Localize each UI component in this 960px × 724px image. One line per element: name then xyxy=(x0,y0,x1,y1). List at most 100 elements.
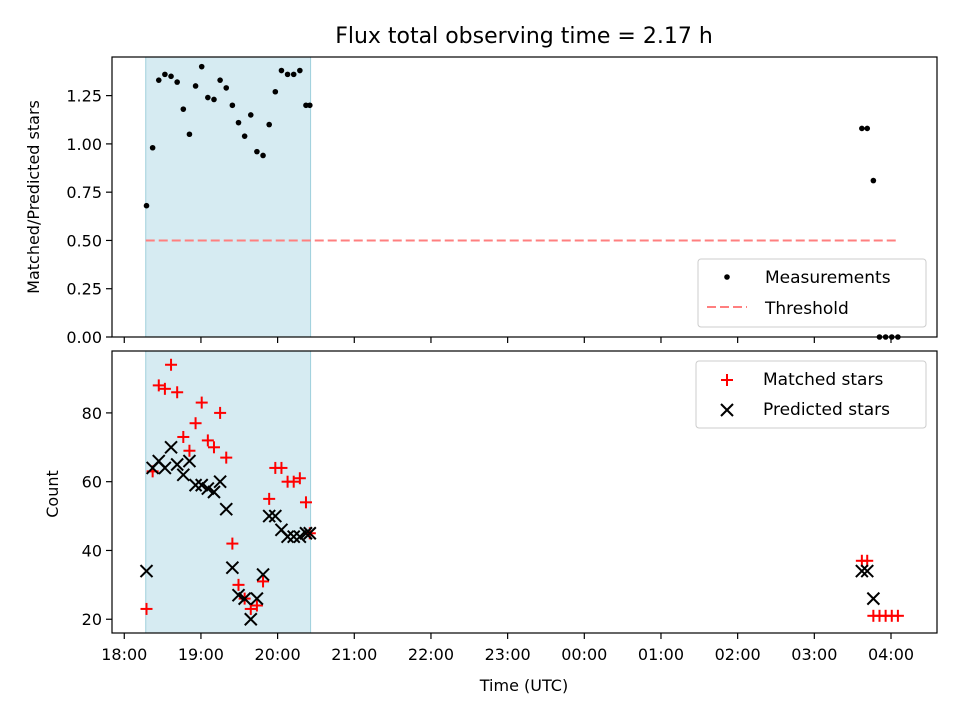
measurement-point xyxy=(143,202,150,209)
measurement-point xyxy=(297,67,303,74)
predicted-star-point xyxy=(237,591,252,606)
matched-star-point xyxy=(293,472,306,485)
top-panel: 0.00 0.25 0.50 0.75 1.00 1.25 Matched/Predict… xyxy=(24,56,938,347)
top-y-tick-label: 0.50 xyxy=(66,231,102,250)
top-legend: Measurements Threshold xyxy=(697,258,927,328)
x-tick-label: 19:00 xyxy=(178,645,224,664)
matched-star-point xyxy=(158,382,171,395)
predicted-star-point xyxy=(182,454,197,468)
matched-star-point xyxy=(257,575,270,588)
predicted-star-point xyxy=(299,526,313,540)
predicted-star-point xyxy=(139,564,154,578)
predicted-star-point xyxy=(231,588,246,602)
measurement-point xyxy=(155,77,162,83)
matched-star-point xyxy=(263,492,276,505)
top-x-ticks xyxy=(123,337,892,343)
x-axis-label: Time (UTC) xyxy=(479,676,568,695)
measurement-point xyxy=(864,125,871,132)
matched-star-point xyxy=(275,461,288,474)
measurement-point xyxy=(278,67,285,74)
measurement-point xyxy=(180,106,187,112)
measurement-point xyxy=(241,133,248,139)
matched-star-point xyxy=(244,602,257,615)
measurement-point xyxy=(859,125,865,132)
bottom-y-tick-label: 20 xyxy=(82,610,102,629)
measurement-point xyxy=(247,112,254,118)
predicted-star-point xyxy=(244,612,258,626)
measurement-point xyxy=(260,152,266,159)
predicted-star-point xyxy=(213,474,227,489)
predicted-star-point xyxy=(293,530,307,544)
predicted-star-point xyxy=(219,502,233,516)
measurement-point xyxy=(211,96,217,103)
chart-title: Flux total observing time = 2.17 h xyxy=(335,24,713,49)
predicted-star-point xyxy=(287,530,301,544)
bottom-legend-box xyxy=(695,360,927,429)
matched-stars-points xyxy=(140,358,904,622)
predicted-star-point xyxy=(256,567,270,582)
measurement-point xyxy=(229,102,236,109)
matched-star-point xyxy=(299,496,312,509)
bottom-panel: 20 40 60 80 18:00 19:00 20:00 21:00 22:00 23:00 0… xyxy=(43,350,938,695)
predicted-star-point xyxy=(188,478,203,492)
top-y-tick-label: 1.00 xyxy=(66,135,102,154)
top-y-tick-label: 0.25 xyxy=(66,280,102,299)
measurement-point xyxy=(186,131,193,138)
top-y-tick-label: 1.25 xyxy=(66,87,102,106)
top-y-ticks: 0.00 0.25 0.50 0.75 1.00 1.25 xyxy=(66,87,112,347)
matched-star-point xyxy=(195,396,208,409)
matched-star-point xyxy=(189,417,202,430)
measurement-point xyxy=(168,73,174,80)
measurement-point xyxy=(284,71,291,78)
top-y-axis-label: Matched/Predicted stars xyxy=(24,100,43,294)
measurement-point xyxy=(192,83,199,89)
bottom-legend: Matched stars Predicted stars xyxy=(695,360,927,429)
bottom-y-tick-label: 40 xyxy=(82,541,102,560)
measurement-point xyxy=(223,85,230,91)
matched-star-point xyxy=(891,609,904,622)
bottom-axes-frame xyxy=(111,350,938,634)
predicted-star-point xyxy=(195,478,209,492)
measurement-point xyxy=(162,71,168,78)
top-shaded-interval xyxy=(145,56,312,338)
top-y-tick-label: 0.00 xyxy=(66,328,102,347)
x-tick-label: 18:00 xyxy=(101,645,147,664)
predicted-star-point xyxy=(262,509,276,523)
predicted-stars-points xyxy=(139,440,881,626)
predicted-star-point xyxy=(170,457,184,472)
x-tick-label: 21:00 xyxy=(331,645,377,664)
matched-star-point xyxy=(287,475,300,488)
legend-predicted-marker xyxy=(720,403,734,417)
predicted-star-point xyxy=(225,560,240,575)
top-y-tick-label: 0.75 xyxy=(66,183,102,202)
measurement-point xyxy=(266,121,272,128)
predicted-star-point xyxy=(303,526,317,540)
matched-star-point xyxy=(183,444,196,457)
measurement-point xyxy=(303,102,309,109)
matched-star-point xyxy=(140,602,153,615)
bottom-y-tick-label: 80 xyxy=(82,404,102,423)
bottom-shaded-interval xyxy=(145,350,312,634)
measurement-point xyxy=(205,94,211,101)
measurement-point xyxy=(174,79,180,85)
legend-measurements-marker xyxy=(724,274,730,280)
measurement-point xyxy=(198,63,205,70)
predicted-star-point xyxy=(855,564,869,578)
predicted-star-point xyxy=(268,509,283,523)
legend-threshold-label: Threshold xyxy=(764,299,849,319)
matched-star-point xyxy=(152,379,165,392)
measurement-point xyxy=(217,77,223,83)
x-tick-label: 00:00 xyxy=(561,645,607,664)
predicted-star-point xyxy=(158,461,172,475)
measurement-point xyxy=(870,177,877,184)
matched-star-point xyxy=(165,358,178,371)
predicted-star-point xyxy=(860,564,874,578)
measurement-point xyxy=(272,88,279,95)
x-tick-label: 01:00 xyxy=(638,645,684,664)
predicted-star-point xyxy=(280,530,295,544)
x-tick-label: 20:00 xyxy=(255,645,301,664)
legend-matched-label: Matched stars xyxy=(763,370,883,390)
bottom-x-ticks: 18:00 19:00 20:00 21:00 22:00 23:00 00:00 01:00… xyxy=(101,633,914,664)
